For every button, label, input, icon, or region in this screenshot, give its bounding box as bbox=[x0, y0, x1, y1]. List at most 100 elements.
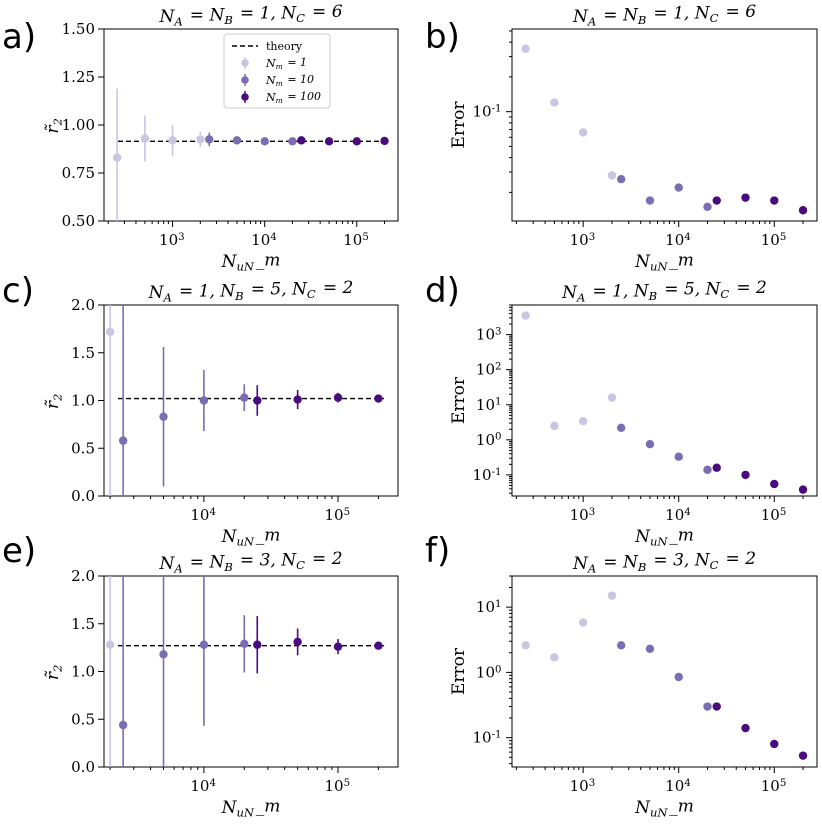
axes-frame bbox=[511, 28, 818, 222]
data-point bbox=[521, 44, 530, 54]
y-axis-label: Error bbox=[449, 647, 469, 695]
data-point bbox=[260, 137, 269, 146]
x-tick-label: 104 bbox=[251, 231, 278, 251]
data-point bbox=[333, 642, 343, 651]
panel-label: f) bbox=[425, 531, 450, 571]
data-point bbox=[607, 591, 617, 600]
data-point bbox=[578, 618, 588, 627]
legend: theory Nm = 1 Nm = 10 Nm = 100 bbox=[223, 33, 331, 109]
data-point bbox=[297, 136, 306, 145]
data-point bbox=[293, 637, 302, 647]
x-axis-label: NuN _m bbox=[634, 250, 694, 273]
y-tick-label: 0.0 bbox=[71, 487, 95, 505]
x-tick-label: 105 bbox=[761, 506, 788, 526]
data-point bbox=[674, 672, 683, 682]
x-tick-label: 103 bbox=[570, 506, 597, 526]
data-point bbox=[550, 421, 559, 431]
data-point bbox=[112, 153, 122, 162]
legend-box bbox=[223, 33, 331, 109]
data-point bbox=[159, 650, 168, 659]
data-point bbox=[712, 702, 721, 711]
y-tick-label: 1.00 bbox=[62, 116, 95, 134]
y-tick-label: 1.5 bbox=[71, 344, 95, 362]
data-point bbox=[232, 136, 242, 145]
legend-entry: Nm = 100 bbox=[265, 90, 321, 105]
x-tick-label: 104 bbox=[665, 231, 692, 251]
y-axis-label: Error bbox=[449, 376, 469, 424]
y-axis-label: Error bbox=[449, 101, 469, 149]
legend-entry: Nm = 10 bbox=[265, 73, 314, 88]
panel-b: b) NA = NB = 1, NC = 6 103 104 105 10-1 Nu… bbox=[425, 2, 818, 273]
data-point bbox=[703, 202, 712, 211]
data-point bbox=[770, 739, 779, 749]
data-point bbox=[196, 135, 205, 144]
data-point bbox=[199, 640, 209, 649]
axes-frame bbox=[103, 575, 399, 768]
data-point bbox=[645, 644, 655, 653]
data-point bbox=[140, 134, 150, 143]
data-point bbox=[105, 327, 115, 336]
data-point bbox=[741, 470, 750, 480]
panel-d: d) NA = 1, NB = 5, NC = 2 103 104 105 10-1… bbox=[425, 271, 818, 548]
x-tick-label: 104 bbox=[665, 777, 692, 797]
x-tick-label: 105 bbox=[761, 777, 788, 797]
data-point bbox=[616, 175, 626, 184]
panel-title: NA = 1, NB = 5, NC = 2 bbox=[561, 278, 767, 304]
legend-marker-swatch bbox=[241, 76, 249, 84]
y-axis-label: r̃2 bbox=[41, 392, 64, 409]
x-tick-label: 104 bbox=[190, 777, 217, 797]
panel-e: e) NA = NB = 3, NC = 2 104 105 0.0 0.5 1.0 1.… bbox=[2, 531, 399, 819]
data-point bbox=[199, 396, 209, 405]
y-tick-label: 100 bbox=[476, 431, 503, 451]
data-point bbox=[703, 465, 712, 474]
panel-label: b) bbox=[425, 17, 460, 57]
y-tick-label: 0.50 bbox=[62, 212, 95, 230]
panel-label: d) bbox=[425, 271, 460, 311]
data-point bbox=[578, 416, 588, 426]
data-point bbox=[521, 641, 530, 650]
y-tick-label: 102 bbox=[476, 361, 503, 381]
data-point bbox=[240, 639, 249, 649]
data-point bbox=[253, 396, 262, 405]
x-tick-label: 103 bbox=[570, 231, 597, 251]
x-tick-label: 103 bbox=[570, 777, 597, 797]
data-point bbox=[550, 653, 559, 662]
panel-title: NA = NB = 1, NC = 6 bbox=[158, 2, 342, 28]
x-tick-label: 104 bbox=[665, 506, 692, 526]
data-point bbox=[607, 393, 617, 402]
legend-entry: theory bbox=[266, 40, 303, 53]
y-tick-label: 10-1 bbox=[472, 729, 503, 749]
axes-frame bbox=[103, 304, 399, 497]
y-tick-label: 2.0 bbox=[71, 296, 95, 314]
y-tick-label: 10-1 bbox=[472, 103, 503, 123]
data-point bbox=[798, 485, 808, 494]
data-point bbox=[168, 136, 177, 145]
y-tick-label: 1.5 bbox=[71, 615, 95, 633]
x-tick-label: 105 bbox=[324, 506, 351, 526]
y-tick-label: 0.0 bbox=[71, 758, 95, 776]
y-axis-label: r̃2 bbox=[41, 663, 64, 680]
data-point bbox=[674, 183, 683, 192]
data-point bbox=[741, 723, 750, 733]
data-point bbox=[105, 640, 115, 649]
data-point bbox=[380, 136, 389, 146]
x-tick-label: 103 bbox=[159, 231, 186, 251]
data-point bbox=[324, 137, 334, 146]
data-point bbox=[712, 463, 721, 472]
data-point bbox=[159, 412, 168, 421]
x-axis-label: NuN _m bbox=[221, 796, 281, 819]
x-tick-label: 105 bbox=[324, 777, 351, 797]
data-point bbox=[333, 393, 343, 402]
x-axis-label: NuN _m bbox=[221, 525, 281, 548]
data-point bbox=[798, 206, 808, 215]
x-axis-label: NuN _m bbox=[221, 250, 281, 273]
data-point bbox=[374, 394, 383, 403]
axes-frame bbox=[511, 304, 818, 497]
data-point bbox=[703, 702, 712, 711]
data-point bbox=[616, 641, 626, 650]
y-tick-label: 0.5 bbox=[71, 710, 95, 728]
data-point bbox=[288, 137, 297, 146]
y-axis-label: r̃2 bbox=[41, 116, 64, 133]
y-tick-label: 103 bbox=[476, 326, 503, 346]
